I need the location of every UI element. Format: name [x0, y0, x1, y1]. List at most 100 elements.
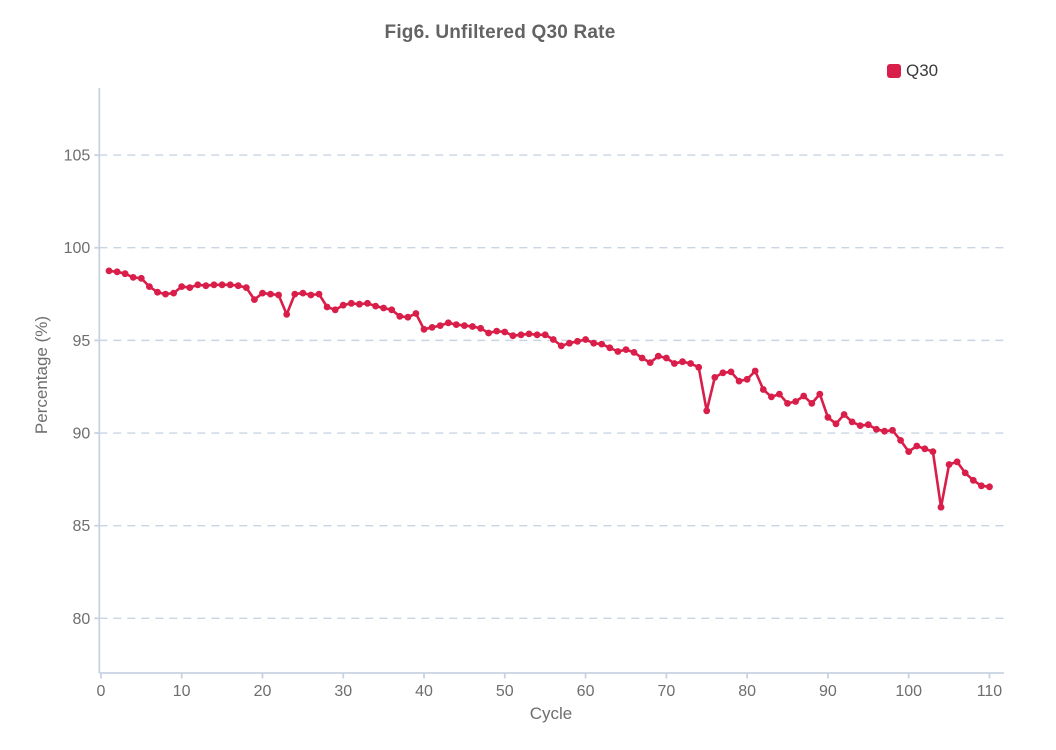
- data-point-cycle-77[interactable]: [719, 369, 727, 377]
- data-point-cycle-101[interactable]: [913, 442, 921, 450]
- data-point-cycle-5[interactable]: [137, 274, 145, 282]
- data-point-cycle-45[interactable]: [461, 322, 468, 329]
- data-point-cycle-27[interactable]: [315, 290, 323, 298]
- data-point-cycle-105[interactable]: [945, 461, 953, 468]
- data-point-cycle-17[interactable]: [234, 282, 242, 290]
- data-point-cycle-84[interactable]: [776, 390, 783, 398]
- data-point-cycle-8[interactable]: [162, 290, 169, 298]
- data-point-cycle-80[interactable]: [743, 375, 751, 383]
- data-point-cycle-40[interactable]: [420, 325, 428, 333]
- data-point-cycle-6[interactable]: [146, 283, 153, 290]
- data-point-cycle-3[interactable]: [121, 270, 129, 278]
- data-point-cycle-13[interactable]: [202, 282, 210, 290]
- data-point-cycle-35[interactable]: [380, 304, 387, 312]
- data-point-cycle-68[interactable]: [646, 359, 654, 366]
- data-point-cycle-32[interactable]: [356, 300, 363, 308]
- data-point-cycle-12[interactable]: [194, 281, 202, 289]
- data-point-cycle-28[interactable]: [323, 303, 331, 311]
- data-point-cycle-37[interactable]: [396, 312, 404, 320]
- data-point-cycle-20[interactable]: [259, 289, 266, 297]
- data-point-cycle-57[interactable]: [557, 342, 565, 350]
- data-point-cycle-83[interactable]: [768, 393, 775, 401]
- data-point-cycle-106[interactable]: [953, 458, 961, 466]
- data-point-cycle-108[interactable]: [969, 476, 977, 484]
- data-point-cycle-47[interactable]: [477, 324, 484, 332]
- data-point-cycle-98[interactable]: [889, 426, 896, 434]
- data-point-cycle-15[interactable]: [218, 281, 226, 289]
- legend-item-q30[interactable]: Q30: [887, 61, 938, 81]
- data-point-cycle-7[interactable]: [154, 288, 161, 296]
- data-point-cycle-87[interactable]: [800, 392, 808, 400]
- data-point-cycle-89[interactable]: [816, 390, 824, 398]
- data-point-cycle-41[interactable]: [428, 324, 436, 331]
- data-point-cycle-71[interactable]: [671, 360, 678, 367]
- data-point-cycle-102[interactable]: [921, 445, 929, 453]
- data-point-cycle-78[interactable]: [727, 368, 735, 376]
- data-point-cycle-91[interactable]: [832, 420, 840, 428]
- data-point-cycle-94[interactable]: [856, 422, 864, 429]
- data-point-cycle-2[interactable]: [113, 268, 121, 276]
- data-point-cycle-25[interactable]: [299, 289, 307, 297]
- data-point-cycle-67[interactable]: [638, 354, 646, 362]
- data-point-cycle-56[interactable]: [549, 336, 557, 343]
- data-point-cycle-18[interactable]: [242, 284, 250, 291]
- data-point-cycle-49[interactable]: [493, 327, 501, 335]
- data-point-cycle-10[interactable]: [178, 283, 186, 290]
- data-point-cycle-55[interactable]: [541, 331, 549, 339]
- data-point-cycle-38[interactable]: [404, 313, 412, 321]
- data-point-cycle-19[interactable]: [251, 296, 258, 303]
- data-point-cycle-92[interactable]: [840, 411, 848, 418]
- data-point-cycle-42[interactable]: [436, 322, 444, 329]
- data-point-cycle-4[interactable]: [129, 274, 137, 281]
- data-point-cycle-60[interactable]: [582, 336, 589, 343]
- data-point-cycle-65[interactable]: [622, 346, 630, 353]
- data-point-cycle-34[interactable]: [372, 302, 379, 310]
- data-point-cycle-81[interactable]: [751, 367, 759, 375]
- data-point-cycle-107[interactable]: [961, 469, 969, 477]
- data-point-cycle-104[interactable]: [937, 503, 945, 511]
- data-point-cycle-86[interactable]: [792, 398, 799, 405]
- data-point-cycle-26[interactable]: [307, 291, 315, 299]
- data-point-cycle-29[interactable]: [331, 306, 339, 314]
- data-point-cycle-110[interactable]: [986, 483, 993, 491]
- data-point-cycle-48[interactable]: [485, 329, 492, 337]
- data-point-cycle-69[interactable]: [654, 352, 662, 360]
- data-point-cycle-22[interactable]: [275, 291, 282, 299]
- data-point-cycle-39[interactable]: [412, 310, 420, 317]
- data-point-cycle-72[interactable]: [679, 358, 686, 366]
- data-point-cycle-109[interactable]: [978, 482, 985, 490]
- data-point-cycle-96[interactable]: [873, 425, 880, 433]
- data-point-cycle-58[interactable]: [566, 339, 573, 347]
- data-point-cycle-95[interactable]: [864, 421, 872, 429]
- data-point-cycle-103[interactable]: [929, 448, 937, 455]
- data-point-cycle-50[interactable]: [501, 328, 509, 336]
- data-point-cycle-75[interactable]: [703, 407, 711, 415]
- data-point-cycle-62[interactable]: [598, 340, 606, 348]
- data-point-cycle-63[interactable]: [606, 344, 614, 352]
- data-point-cycle-100[interactable]: [905, 448, 913, 455]
- data-point-cycle-82[interactable]: [759, 386, 767, 393]
- data-point-cycle-33[interactable]: [364, 299, 371, 307]
- data-point-cycle-76[interactable]: [711, 374, 719, 381]
- data-point-cycle-90[interactable]: [824, 413, 832, 421]
- data-point-cycle-36[interactable]: [388, 306, 396, 314]
- data-point-cycle-66[interactable]: [630, 349, 638, 356]
- data-point-cycle-43[interactable]: [444, 319, 452, 327]
- data-point-cycle-88[interactable]: [808, 400, 816, 407]
- data-point-cycle-93[interactable]: [848, 418, 856, 426]
- data-point-cycle-52[interactable]: [517, 331, 525, 339]
- data-point-cycle-79[interactable]: [735, 377, 743, 385]
- data-point-cycle-24[interactable]: [291, 290, 299, 298]
- data-point-cycle-31[interactable]: [347, 299, 355, 307]
- data-point-cycle-9[interactable]: [170, 289, 178, 297]
- data-point-cycle-85[interactable]: [784, 400, 791, 407]
- data-point-cycle-11[interactable]: [186, 284, 194, 291]
- data-point-cycle-54[interactable]: [533, 331, 541, 339]
- data-point-cycle-59[interactable]: [574, 337, 581, 345]
- data-point-cycle-73[interactable]: [687, 360, 694, 367]
- data-point-cycle-30[interactable]: [339, 301, 347, 309]
- data-point-cycle-23[interactable]: [283, 311, 291, 318]
- data-point-cycle-44[interactable]: [452, 321, 460, 328]
- data-point-cycle-1[interactable]: [105, 267, 113, 275]
